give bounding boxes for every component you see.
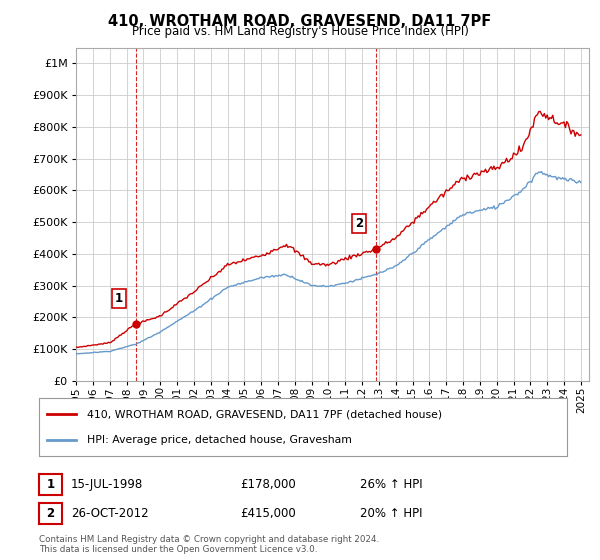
Text: 26% ↑ HPI: 26% ↑ HPI <box>360 478 422 491</box>
Text: £178,000: £178,000 <box>240 478 296 491</box>
Text: 1: 1 <box>46 478 55 491</box>
Text: 410, WROTHAM ROAD, GRAVESEND, DA11 7PF: 410, WROTHAM ROAD, GRAVESEND, DA11 7PF <box>109 14 491 29</box>
Text: 20% ↑ HPI: 20% ↑ HPI <box>360 507 422 520</box>
Text: 1: 1 <box>115 292 123 305</box>
Text: £415,000: £415,000 <box>240 507 296 520</box>
Text: 410, WROTHAM ROAD, GRAVESEND, DA11 7PF (detached house): 410, WROTHAM ROAD, GRAVESEND, DA11 7PF (… <box>86 409 442 419</box>
Text: Contains HM Land Registry data © Crown copyright and database right 2024.
This d: Contains HM Land Registry data © Crown c… <box>39 535 379 554</box>
Text: 2: 2 <box>46 507 55 520</box>
Text: 2: 2 <box>355 217 363 230</box>
Text: 15-JUL-1998: 15-JUL-1998 <box>71 478 143 491</box>
Text: Price paid vs. HM Land Registry's House Price Index (HPI): Price paid vs. HM Land Registry's House … <box>131 25 469 38</box>
Text: HPI: Average price, detached house, Gravesham: HPI: Average price, detached house, Grav… <box>86 435 352 445</box>
Text: 26-OCT-2012: 26-OCT-2012 <box>71 507 148 520</box>
